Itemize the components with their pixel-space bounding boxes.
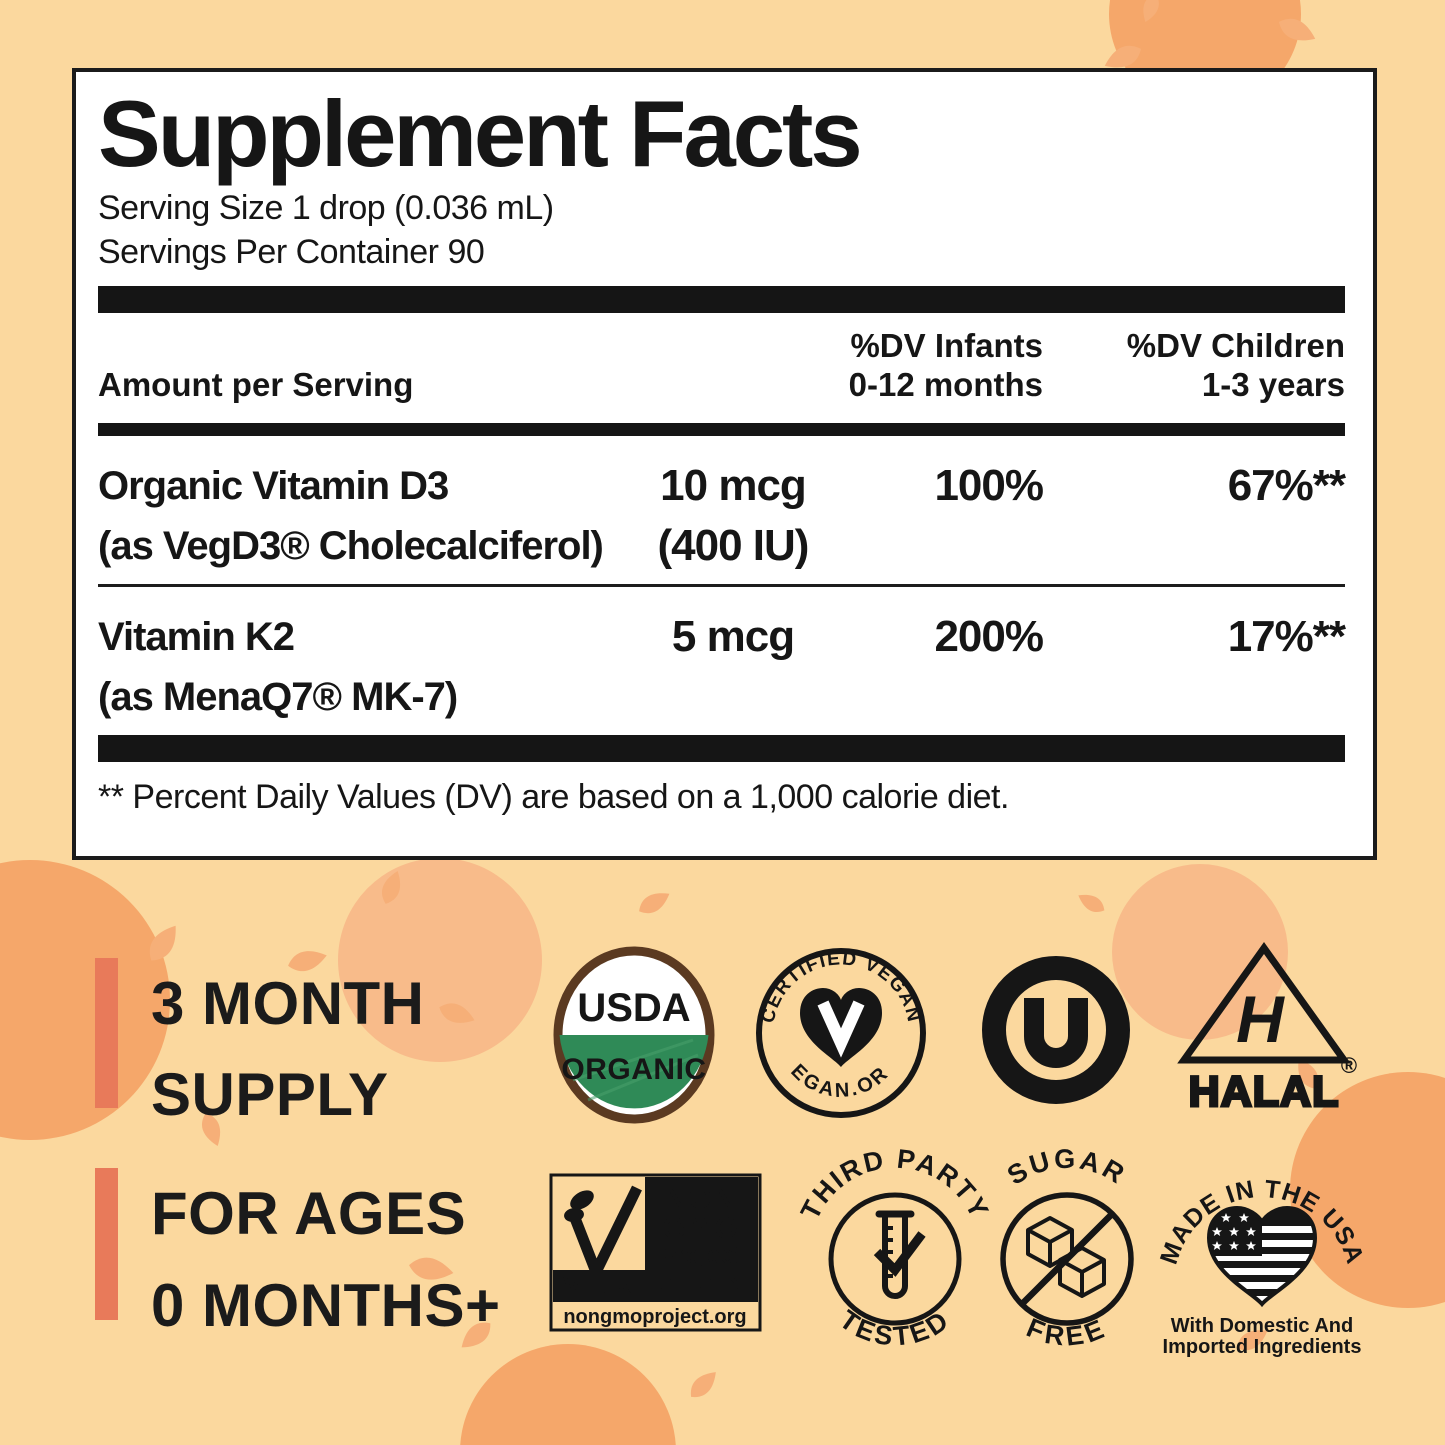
nongmo-text: NON (665, 1182, 738, 1215)
verified-text: VERIFIED (563, 1271, 747, 1301)
sugar-cubes-icon (1026, 1216, 1106, 1298)
svg-text:TESTED: TESTED (834, 1304, 956, 1351)
usda-text: USDA (577, 986, 690, 1030)
ou-kosher-badge-icon (982, 956, 1130, 1104)
table-row-vitamin-k2: Vitamin K2 (as MenaQ7® MK-7) 5 mcg 200% … (98, 587, 1346, 735)
table-header-row: Amount per Serving %DV Infants 0-12 mont… (98, 313, 1345, 423)
heart-flag-icon (1207, 1206, 1317, 1306)
servings-per-container: Servings Per Container 90 (98, 233, 485, 272)
nongmo-butterfly-wing (564, 1207, 584, 1223)
divider-thick-top (98, 286, 1345, 314)
non-gmo-verified-badge-icon: NON GMO Project VERIFIED nongmoproject.o… (549, 1173, 762, 1332)
nongmo-text: Project (660, 1242, 741, 1269)
free-arc-text: FREE (1022, 1312, 1107, 1351)
sugar-free-badge-icon: SUGAR FREE (1000, 1144, 1134, 1352)
usa-sub-text: Imported Ingredients (1163, 1336, 1362, 1358)
dv-children-value: 67%** (1227, 461, 1346, 511)
callout-line: FOR AGES (151, 1180, 467, 1247)
divider-thin (98, 584, 1345, 588)
panel-title: Supplement Facts (98, 81, 863, 186)
callout-for-ages: FOR AGES 0 MONTHS+ (95, 1168, 501, 1352)
dv-children-value: 17%** (1227, 612, 1346, 662)
serving-info: Serving Size 1 drop (0.036 mL) Servings … (98, 186, 1345, 274)
nongmo-butterfly-wing (570, 1190, 594, 1210)
ingredient-name: Vitamin K2 (as MenaQ7® MK-7) (98, 615, 458, 720)
callout-line: 3 MONTH (151, 970, 425, 1037)
header-dv-children: %DV Children 1-3 years (1126, 327, 1345, 404)
svg-text:FREE: FREE (1022, 1312, 1111, 1351)
table-row-vitamin-d3: Organic Vitamin D3 (as VegD3® Cholecalci… (98, 436, 1346, 584)
vegan-v-letter (817, 1000, 865, 1058)
nongmo-url: nongmoproject.org (563, 1306, 746, 1328)
ingredient-name: Organic Vitamin D3 (as VegD3® Cholecalci… (98, 464, 604, 569)
slash-icon (1019, 1211, 1115, 1307)
usa-sub-text: With Domestic And (1171, 1315, 1353, 1337)
halal-label: HALAL (1189, 1068, 1340, 1116)
supplement-facts-panel: Supplement Facts Serving Size 1 drop (0.… (72, 68, 1377, 860)
callout-line: SUPPLY (151, 1061, 389, 1128)
organic-text: ORGANIC (561, 1053, 706, 1086)
tested-arc-text: TESTED (834, 1304, 953, 1351)
ingredient-amount: 10 mcg (400 IU) (657, 461, 810, 571)
ingredient-amount: 5 mcg (671, 612, 795, 662)
accent-bar (95, 1168, 118, 1320)
certified-vegan-badge-icon: CERTIFIED VEGAN VEGAN.ORG (747, 928, 926, 1118)
usda-organic-badge-icon: USDA ORGANIC (553, 946, 715, 1124)
ou-u-letter (1024, 998, 1088, 1068)
accent-bar (95, 958, 118, 1108)
divider-medium (98, 423, 1345, 437)
header-dv-infants: %DV Infants 0-12 months (848, 327, 1043, 404)
serving-size: Serving Size 1 drop (0.036 mL) (98, 188, 554, 227)
nongmo-text: GMO (662, 1212, 740, 1245)
third-party-tested-badge-icon: THIRD PARTY TESTED (795, 1144, 993, 1352)
registered-mark: ® (1341, 1053, 1357, 1078)
header-amount-per-serving: Amount per Serving (98, 366, 414, 404)
halal-h-letter: H (1236, 982, 1285, 1056)
dv-infants-value: 100% (934, 461, 1044, 511)
callout-line: 0 MONTHS+ (151, 1272, 501, 1339)
divider-thick-bottom (98, 735, 1345, 763)
halal-badge-icon: H ® HALAL (1177, 941, 1357, 1118)
callout-3-month-supply: 3 MONTH SUPPLY (95, 958, 425, 1140)
footnote: ** Percent Daily Values (DV) are based o… (98, 778, 1009, 817)
test-tube-icon (873, 1210, 926, 1299)
dv-infants-value: 200% (934, 612, 1044, 662)
made-in-usa-badge-icon: MADE IN THE USA (1155, 1175, 1368, 1358)
